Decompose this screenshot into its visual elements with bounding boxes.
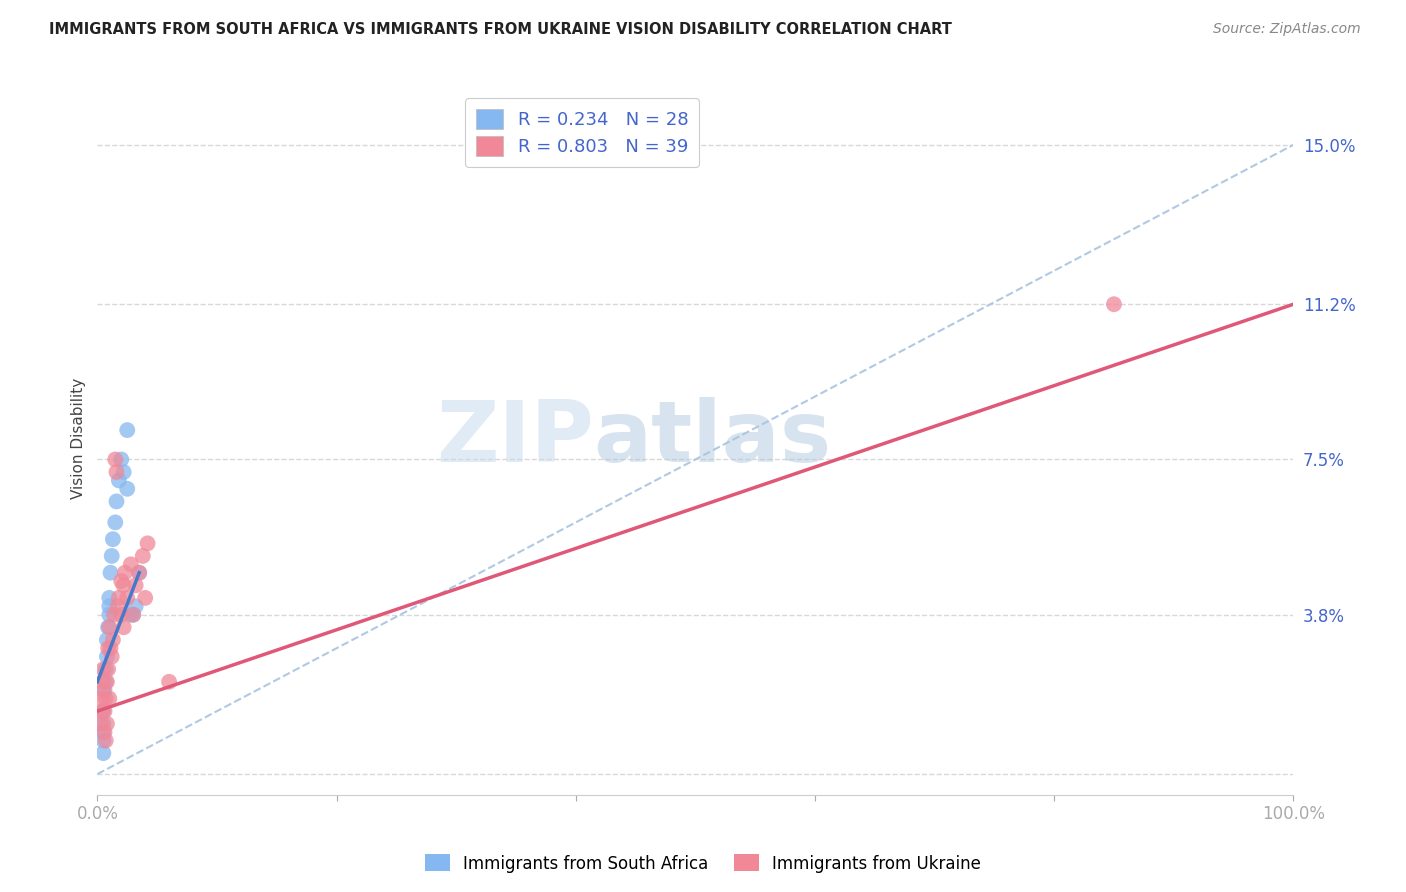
Point	[91, 674, 114, 689]
Text: ZIP: ZIP	[436, 397, 593, 480]
Point	[91, 704, 114, 718]
Point	[100, 566, 122, 580]
Point	[91, 746, 114, 760]
Point	[91, 662, 114, 676]
Point	[91, 725, 114, 739]
Point	[120, 607, 142, 622]
Point	[128, 566, 150, 580]
Point	[104, 452, 127, 467]
Point	[117, 482, 139, 496]
Point	[98, 607, 121, 622]
Point	[90, 716, 112, 731]
Point	[117, 423, 139, 437]
Point	[117, 591, 139, 605]
Point	[101, 532, 124, 546]
Point	[91, 691, 114, 706]
Point	[98, 599, 121, 614]
Point	[105, 465, 128, 479]
Point	[91, 683, 114, 698]
Point	[97, 620, 120, 634]
Point	[112, 465, 135, 479]
Point	[93, 704, 115, 718]
Point	[96, 674, 118, 689]
Point	[107, 599, 129, 614]
Point	[91, 716, 114, 731]
Point	[128, 566, 150, 580]
Point	[122, 607, 145, 622]
Point	[110, 607, 132, 622]
Point	[96, 716, 118, 731]
Text: atlas: atlas	[593, 397, 832, 480]
Point	[112, 620, 135, 634]
Text: IMMIGRANTS FROM SOUTH AFRICA VS IMMIGRANTS FROM UKRAINE VISION DISABILITY CORREL: IMMIGRANTS FROM SOUTH AFRICA VS IMMIGRAN…	[49, 22, 952, 37]
Point	[94, 662, 117, 676]
Legend: R = 0.234   N = 28, R = 0.803   N = 39: R = 0.234 N = 28, R = 0.803 N = 39	[465, 98, 699, 167]
Point	[110, 452, 132, 467]
Point	[93, 683, 115, 698]
Point	[124, 599, 146, 614]
Point	[1102, 297, 1125, 311]
Point	[101, 632, 124, 647]
Point	[98, 620, 121, 634]
Point	[100, 649, 122, 664]
Point	[100, 641, 122, 656]
Point	[94, 691, 117, 706]
Y-axis label: Vision Disability: Vision Disability	[72, 378, 86, 500]
Point	[100, 549, 122, 563]
Point	[108, 474, 131, 488]
Point	[136, 536, 159, 550]
Point	[110, 574, 132, 588]
Point	[157, 674, 180, 689]
Point	[91, 733, 114, 747]
Point	[97, 662, 120, 676]
Point	[98, 591, 121, 605]
Point	[120, 558, 142, 572]
Point	[104, 516, 127, 530]
Point	[96, 632, 118, 647]
Point	[96, 649, 118, 664]
Point	[134, 591, 156, 605]
Point	[103, 607, 125, 622]
Point	[122, 607, 145, 622]
Point	[91, 704, 114, 718]
Point	[94, 674, 117, 689]
Legend: Immigrants from South Africa, Immigrants from Ukraine: Immigrants from South Africa, Immigrants…	[419, 847, 987, 880]
Point	[124, 578, 146, 592]
Text: Source: ZipAtlas.com: Source: ZipAtlas.com	[1213, 22, 1361, 37]
Point	[93, 725, 115, 739]
Point	[98, 691, 121, 706]
Point	[105, 494, 128, 508]
Point	[94, 733, 117, 747]
Point	[114, 566, 136, 580]
Point	[97, 641, 120, 656]
Point	[108, 591, 131, 605]
Point	[112, 578, 135, 592]
Point	[132, 549, 155, 563]
